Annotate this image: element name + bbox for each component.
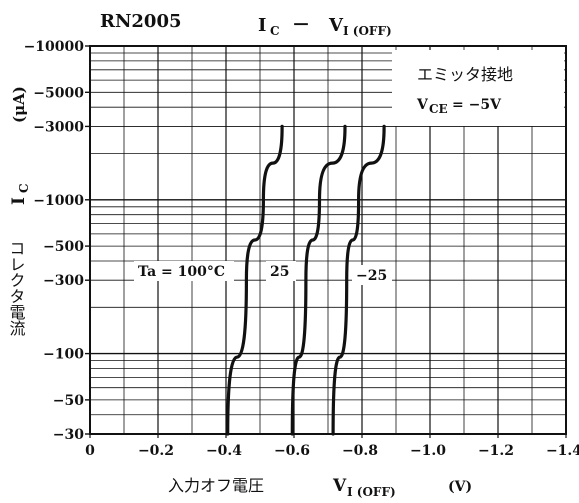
curve-labels: Ta = 100°C 25 −25 bbox=[134, 261, 392, 285]
y-axis-label: (μA) I C コレクタ電流 bbox=[7, 86, 32, 337]
series-label-1: 25 bbox=[270, 264, 289, 280]
x-axis-label-sub: I (OFF) bbox=[347, 485, 396, 499]
x-tick-label: −1.0 bbox=[410, 443, 446, 459]
y-tick-label: −10000 bbox=[24, 39, 85, 55]
y-tick-label: −1000 bbox=[33, 193, 84, 209]
y-axis-label-unit: (μA) bbox=[10, 86, 28, 123]
series-label-bg bbox=[134, 261, 234, 281]
series-label-2: −25 bbox=[356, 268, 387, 284]
series-label-0: Ta = 100°C bbox=[138, 264, 225, 280]
y-tick-label: −30 bbox=[53, 427, 84, 443]
series-curve-0 bbox=[226, 124, 284, 436]
series-label-bg bbox=[352, 265, 392, 285]
condition-box: エミッタ接地 V CE = −5V bbox=[392, 50, 564, 126]
chart-title-dash: － bbox=[292, 15, 310, 36]
condition-vce-sub: CE bbox=[429, 102, 448, 116]
condition-vce-v: V bbox=[416, 97, 429, 113]
x-tick-label: −0.6 bbox=[274, 443, 310, 459]
x-axis-label-jp: 入力オフ電圧 bbox=[168, 476, 264, 495]
chart-title-sub: I (OFF) bbox=[343, 24, 392, 38]
y-axis-label-sym: I bbox=[9, 197, 29, 205]
y-axis-ticks: −30 −50 −100 −300 −500 −1000 −3000 −5000 −10000 bbox=[24, 39, 90, 443]
x-tick-label: −0.8 bbox=[342, 443, 378, 459]
x-tick-label: −1.2 bbox=[478, 443, 514, 459]
series-curve-1 bbox=[290, 124, 347, 436]
part-number: RN2005 bbox=[100, 11, 182, 32]
condition-line-1: エミッタ接地 bbox=[417, 65, 513, 84]
y-tick-label: −3000 bbox=[33, 119, 84, 135]
plot-frame bbox=[89, 45, 567, 435]
condition-vce-value: = −5V bbox=[452, 97, 502, 113]
chart-title-c: C bbox=[270, 24, 280, 38]
y-axis-label-sub: C bbox=[17, 183, 31, 193]
chart-title: I C － V I (OFF) bbox=[258, 15, 392, 38]
chart-title-v: V bbox=[328, 15, 344, 36]
plot-curves bbox=[226, 124, 386, 436]
series-label-bg bbox=[266, 261, 296, 281]
y-axis-label-jp: コレクタ電流 bbox=[7, 240, 26, 337]
y-tick-label: −50 bbox=[53, 393, 84, 409]
y-tick-label: −300 bbox=[43, 273, 84, 289]
x-tick-label: −0.2 bbox=[138, 443, 174, 459]
x-axis-label-sym: V bbox=[332, 476, 347, 496]
x-axis-ticks: 0 −0.2 −0.4 −0.6 −0.8 −1.0 −1.2 −1.4 bbox=[85, 434, 579, 459]
x-axis-label: 入力オフ電圧 V I (OFF) (V) bbox=[168, 476, 472, 499]
y-tick-label: −100 bbox=[43, 347, 84, 363]
x-tick-label: −1.4 bbox=[546, 443, 579, 459]
x-axis-label-unit: (V) bbox=[448, 479, 472, 495]
condition-box-bg bbox=[392, 50, 564, 126]
series-curve-2 bbox=[331, 124, 386, 436]
y-tick-label: −500 bbox=[43, 239, 84, 255]
x-tick-label: 0 bbox=[85, 443, 95, 459]
y-tick-label: −5000 bbox=[33, 85, 84, 101]
x-tick-label: −0.4 bbox=[206, 443, 242, 459]
chart-title-i: I bbox=[258, 15, 266, 36]
